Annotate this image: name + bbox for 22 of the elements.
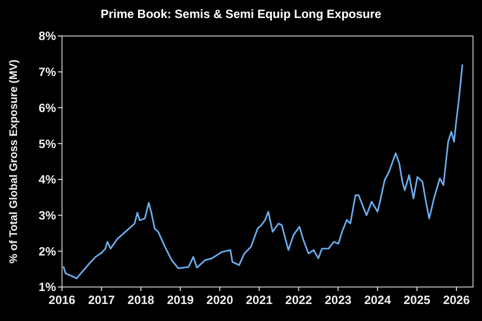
y-tick-label: 5%	[38, 136, 56, 151]
x-tick-label: 2026	[443, 293, 470, 307]
chart-title: Prime Book: Semis & Semi Equip Long Exposure	[100, 7, 382, 21]
x-tick-label: 2025	[404, 293, 431, 307]
x-tick-label: 2018	[128, 293, 155, 307]
y-tick-label: 6%	[38, 100, 56, 115]
x-tick-label: 2016	[48, 293, 76, 307]
x-tick-label: 2022	[285, 293, 312, 307]
y-tick-label: 2%	[38, 244, 56, 258]
y-tick-label: 3%	[38, 208, 56, 222]
line-series	[62, 64, 464, 280]
x-tick-label: 2023	[324, 293, 352, 307]
y-tick-label: 7%	[38, 65, 56, 80]
y-tick-label: 4%	[38, 172, 56, 187]
x-tick-label: 2017	[88, 293, 116, 307]
x-tick-label: 2021	[246, 293, 273, 307]
x-tick-label: 2024	[364, 293, 392, 307]
y-axis-title: % of Total Global Gross Exposure (MV)	[8, 59, 20, 264]
y-tick-label: 1%	[38, 280, 56, 294]
y-tick-label: 8%	[38, 29, 56, 44]
x-tick-label: 2019	[166, 293, 194, 307]
x-tick-label: 2020	[206, 293, 234, 307]
